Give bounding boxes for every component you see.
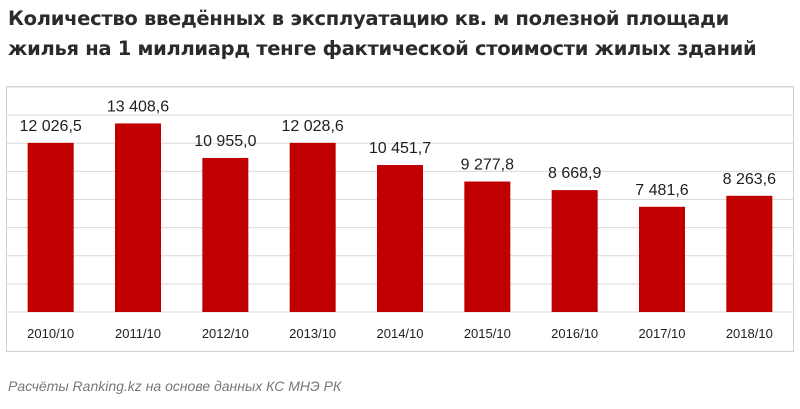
bar-2016-10 xyxy=(551,190,598,312)
value-label: 10 451,7 xyxy=(369,140,431,157)
x-tick-label: 2011/10 xyxy=(115,326,161,341)
x-tick-label: 2010/10 xyxy=(27,326,74,341)
source-note: Расчёты Ranking.kz на основе данных КС М… xyxy=(8,378,342,394)
bar-2012-10 xyxy=(202,157,249,312)
x-tick-label: 2012/10 xyxy=(202,326,249,341)
x-tick-label: 2013/10 xyxy=(289,326,336,341)
chart-title-line-2: жилья на 1 миллиард тенге фактической ст… xyxy=(8,37,757,60)
value-label: 9 277,8 xyxy=(461,157,514,174)
value-label: 12 028,6 xyxy=(282,118,344,135)
chart-title: Количество введённых в эксплуатацию кв. … xyxy=(8,4,788,64)
value-label: 13 408,6 xyxy=(107,98,169,115)
bar-2015-10 xyxy=(464,181,511,312)
x-tick-label: 2014/10 xyxy=(377,326,424,341)
bar-2011-10 xyxy=(115,123,161,312)
value-label: 10 955,0 xyxy=(194,133,256,150)
value-label: 8 668,9 xyxy=(548,165,601,182)
value-label: 7 481,6 xyxy=(635,182,688,199)
bar-2018-10 xyxy=(726,195,773,312)
bar-2014-10 xyxy=(377,165,423,312)
bar-2013-10 xyxy=(289,142,336,312)
bar-2010-10 xyxy=(27,142,74,312)
chart-title-line-1: Количество введённых в эксплуатацию кв. … xyxy=(8,7,729,30)
x-tick-label: 2017/10 xyxy=(639,326,686,341)
bar-2017-10 xyxy=(639,206,685,312)
value-label: 12 026,5 xyxy=(20,118,82,135)
x-tick-label: 2018/10 xyxy=(726,326,773,341)
x-tick-label: 2015/10 xyxy=(464,326,511,341)
value-label: 8 263,6 xyxy=(723,171,776,188)
x-tick-label: 2016/10 xyxy=(551,326,598,341)
